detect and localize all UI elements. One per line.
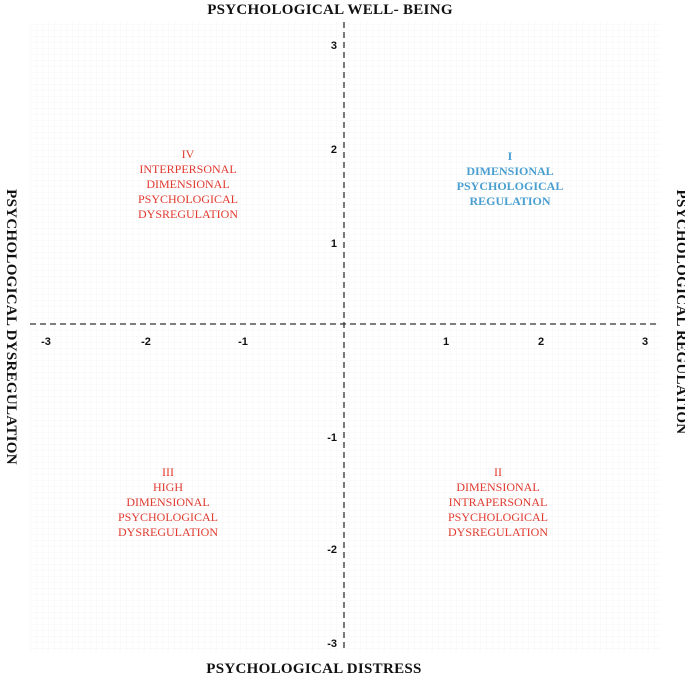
x-tick-label: 2 <box>538 336 544 348</box>
quadrant-i-line: PSYCHOLOGICAL <box>457 179 564 193</box>
quadrant-labels: IDIMENSIONALPSYCHOLOGICALREGULATIONIIDIM… <box>118 147 563 539</box>
x-tick-label: -2 <box>141 336 151 348</box>
quadrant-iii-line: III <box>162 465 174 479</box>
left-axis-title: PSYCHOLOGICAL DYSREGULATION <box>3 189 19 465</box>
quadrant-ii-line: PSYCHOLOGICAL <box>448 510 548 524</box>
x-tick-label: 3 <box>642 336 648 348</box>
quadrant-ii-line: DYSREGULATION <box>448 525 548 539</box>
quadrant-iv-line: DYSREGULATION <box>138 207 238 221</box>
y-tick-label: 2 <box>331 144 337 156</box>
right-axis-title: PSYCHOLOGICAL REGULATION <box>673 190 685 435</box>
quadrant-iv-line: DIMENSIONAL <box>146 177 229 191</box>
quadrant-ii-label: IIDIMENSIONALINTRAPERSONALPSYCHOLOGICALD… <box>448 465 548 539</box>
y-tick-labels: 3 2 1 -1 -2 -3 <box>327 40 337 650</box>
quadrant-iv-line: PSYCHOLOGICAL <box>138 192 238 206</box>
quadrant-iii-line: PSYCHOLOGICAL <box>118 510 218 524</box>
quadrant-ii-line: INTRAPERSONAL <box>449 495 548 509</box>
top-axis-title: PSYCHOLOGICAL WELL- BEING <box>207 2 453 18</box>
y-tick-label: -2 <box>327 544 337 556</box>
quadrant-i-line: REGULATION <box>469 194 550 208</box>
quadrant-iii-label: IIIHIGHDIMENSIONALPSYCHOLOGICALDYSREGULA… <box>118 465 218 539</box>
bottom-axis-title: PSYCHOLOGICAL DISTRESS <box>206 661 421 677</box>
quadrant-ii-line: DIMENSIONAL <box>456 480 539 494</box>
grid-background <box>30 22 660 652</box>
y-tick-label: 1 <box>331 238 337 250</box>
quadrant-iv-label: IVINTERPERSONALDIMENSIONALPSYCHOLOGICALD… <box>138 147 238 221</box>
y-tick-label: -3 <box>327 638 337 650</box>
x-tick-label: -1 <box>238 336 248 348</box>
x-tick-labels: -3 -2 -1 1 2 3 <box>41 336 648 348</box>
quadrant-i-line: DIMENSIONAL <box>466 164 553 178</box>
quadrant-iv-line: INTERPERSONAL <box>139 162 236 176</box>
quadrant-iii-line: DIMENSIONAL <box>126 495 209 509</box>
x-tick-label: 1 <box>443 336 449 348</box>
y-tick-label: -1 <box>327 432 337 444</box>
quadrant-iv-line: IV <box>182 147 195 161</box>
quadrant-ii-line: II <box>494 465 502 479</box>
x-tick-label: -3 <box>41 336 51 348</box>
quadrant-iii-line: HIGH <box>153 480 183 494</box>
y-tick-label: 3 <box>331 40 337 52</box>
quadrant-i-line: I <box>508 149 513 163</box>
quadrant-iii-line: DYSREGULATION <box>118 525 218 539</box>
